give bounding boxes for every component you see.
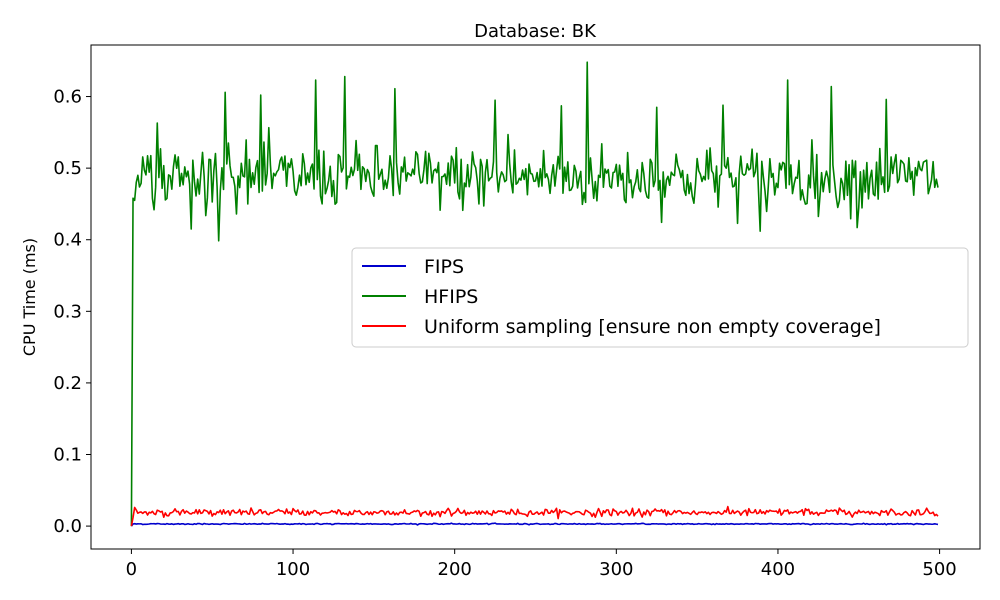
y-tick-label: 0.6 xyxy=(53,87,82,108)
legend-label: HFIPS xyxy=(424,286,478,308)
x-tick-label: 0 xyxy=(126,559,137,580)
series-line-uniform xyxy=(130,505,939,527)
x-tick-label: 200 xyxy=(438,559,472,580)
x-tick-label: 300 xyxy=(599,559,633,580)
y-tick-label: 0.1 xyxy=(53,445,82,466)
series-line-hfips xyxy=(130,61,939,527)
y-tick-label: 0.5 xyxy=(53,158,82,179)
x-tick-label: 100 xyxy=(276,559,310,580)
legend-label: FIPS xyxy=(424,256,464,278)
series-layer xyxy=(130,61,939,527)
y-axis-label: CPU Time (ms) xyxy=(20,238,39,356)
series-line-fips xyxy=(130,522,939,527)
y-tick-label: 0.3 xyxy=(53,301,82,322)
y-tick-label: 0.2 xyxy=(53,373,82,394)
legend-box xyxy=(351,247,969,348)
ticks-layer: 0 100 200 300 400 500 0.0 0.1 0.2 0.3 0.4 0.5 0.6 xyxy=(53,87,956,580)
chart-title: Database: BK xyxy=(474,21,597,42)
x-tick-label: 400 xyxy=(761,559,795,580)
y-tick-label: 0.4 xyxy=(53,230,82,251)
plot-frame xyxy=(90,44,981,550)
legend: FIPS HFIPS Uniform sampling [ensure non em… xyxy=(351,247,969,348)
x-tick-label: 500 xyxy=(922,559,956,580)
legend-label: Uniform sampling [ensure non empty cover… xyxy=(424,316,881,338)
y-tick-label: 0.0 xyxy=(53,516,82,537)
